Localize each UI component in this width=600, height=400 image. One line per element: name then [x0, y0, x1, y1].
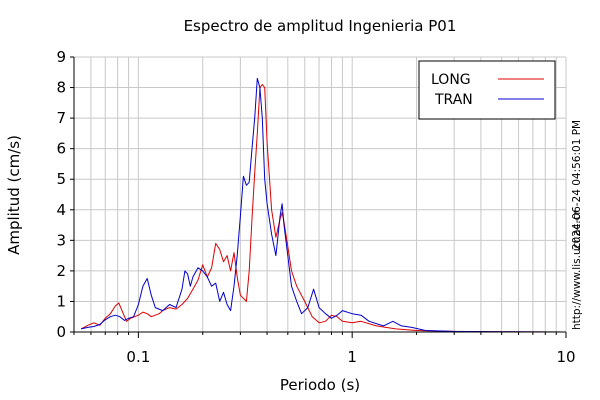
y-tick-label: 2 [56, 262, 66, 280]
axes [70, 56, 567, 338]
y-tick-label: 7 [56, 109, 66, 127]
source-url-label: http://www.lis.ucr.ac.cr [571, 210, 583, 330]
y-tick-label: 5 [56, 170, 66, 188]
series-line-tran [80, 77, 567, 333]
series-lines [80, 77, 567, 333]
y-tick-label: 8 [56, 79, 66, 97]
y-tick-label: 6 [56, 140, 66, 158]
x-tick-label: 0.1 [126, 348, 150, 366]
y-tick-label: 0 [56, 323, 66, 341]
legend-label-tran: TRAN [434, 92, 473, 108]
x-tick-label: 10 [556, 348, 575, 366]
x-axis-label: Periodo (s) [280, 376, 360, 394]
legend-box [418, 60, 556, 120]
tick-labels: 0 1 2 3 4 5 6 7 8 9 0.1 1 10 [56, 48, 575, 366]
y-tick-label: 1 [56, 292, 66, 310]
y-axis-label: Amplitud (cm/s) [5, 135, 23, 255]
chart-title: Espectro de amplitud Ingenieria P01 [184, 17, 457, 35]
y-tick-label: 9 [56, 48, 66, 66]
timestamp-label: 2024-06-24 04:56:01 PM [571, 120, 583, 250]
y-tick-label: 4 [56, 201, 66, 219]
legend-label-long: LONG [431, 72, 471, 88]
series-line-long [80, 84, 567, 333]
x-tick-label: 1 [347, 348, 357, 366]
legend: LONG TRAN [418, 60, 556, 120]
y-tick-label: 3 [56, 231, 66, 249]
